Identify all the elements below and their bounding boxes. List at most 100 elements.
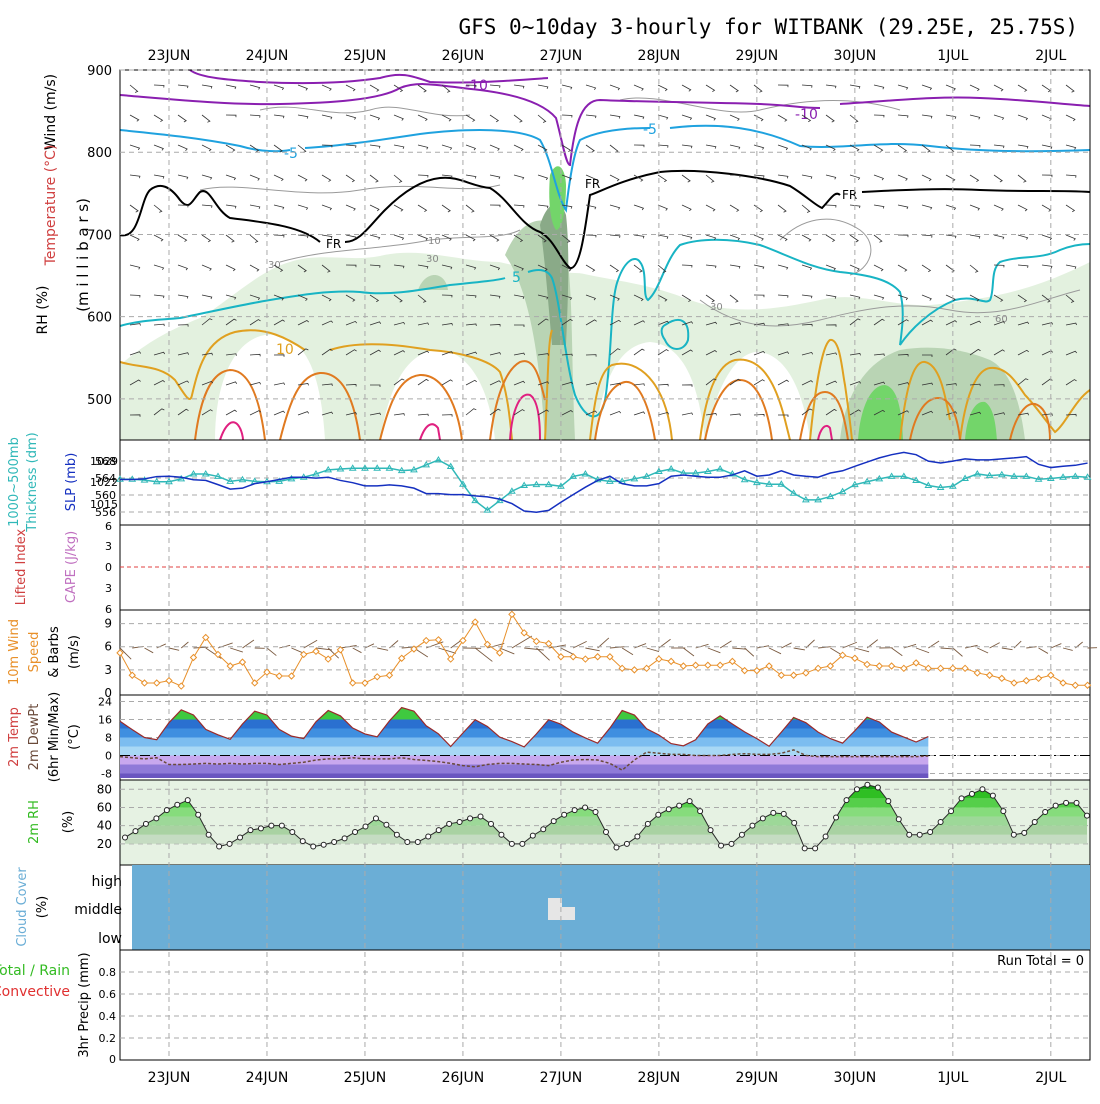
- top-date-label: 30JUN: [834, 48, 877, 64]
- temp-tick: 16: [98, 714, 112, 727]
- rh-marker: [405, 840, 410, 845]
- temp-tick: -8: [101, 768, 112, 781]
- rh-tick: 80: [97, 782, 112, 796]
- cloud-level-low: low: [98, 931, 122, 947]
- precip-tick: 0.4: [99, 1010, 117, 1023]
- ylabel-cloud-unit: (%): [35, 896, 50, 919]
- rh-marker: [583, 805, 588, 810]
- isotherm-label-m10-a: -10: [465, 78, 488, 94]
- rh-marker: [321, 842, 326, 847]
- rh-marker: [1032, 820, 1037, 825]
- ylabel-thickness: Thickness (dm): [25, 432, 40, 532]
- rh-marker: [426, 834, 431, 839]
- rh-marker: [499, 832, 504, 837]
- rh-marker: [907, 832, 912, 837]
- rh-marker: [990, 793, 995, 798]
- ylabel-lifted-index: Lifted Index: [14, 528, 29, 605]
- isotherm-label-fr-a: FR: [585, 177, 600, 191]
- rh-marker: [332, 840, 337, 845]
- ylabel-wind10m: 10m Wind: [7, 619, 22, 685]
- pressure-tick: 900: [87, 64, 112, 79]
- cloud-level-middle: middle: [74, 902, 122, 918]
- rh-marker: [739, 832, 744, 837]
- li-tick: 6: [105, 520, 112, 533]
- rh-marker: [760, 816, 765, 821]
- temp-tick: 0: [105, 750, 112, 763]
- rh-marker: [687, 799, 692, 804]
- rh-marker: [572, 808, 577, 813]
- wind10m-frame: [120, 610, 1090, 695]
- rh-marker: [175, 802, 180, 807]
- rh-marker: [635, 834, 640, 839]
- rh-marker: [164, 808, 169, 813]
- slp-tick: 1015: [90, 498, 118, 511]
- rh-marker: [823, 834, 828, 839]
- rh-marker: [551, 819, 556, 824]
- rh-marker: [1022, 830, 1027, 835]
- upper-air-panel: -10 -10 -5 -5 FR FR FR 5 10 30 30 10 30 …: [120, 70, 1090, 440]
- rh-marker: [1085, 813, 1090, 818]
- ylabel-barbs: & Barbs: [47, 626, 62, 678]
- ylabel-millibars: (m i l l i b a r s): [74, 198, 92, 312]
- rh-label-4: 30: [710, 302, 723, 313]
- rh-tick: 60: [97, 800, 112, 814]
- temp-tick: 24: [98, 696, 112, 709]
- rh-marker: [604, 830, 609, 835]
- rh-marker: [143, 821, 148, 826]
- rh-marker: [719, 843, 724, 848]
- slp-tick: 1029: [90, 455, 118, 468]
- rh-marker: [227, 841, 232, 846]
- bottom-date-label: 27JUN: [540, 1070, 583, 1086]
- rh-marker: [206, 832, 211, 837]
- top-date-label: 27JUN: [540, 48, 583, 64]
- rh-marker: [813, 846, 818, 851]
- cloud-level-high: high: [91, 874, 122, 890]
- slp-tick: 1022: [90, 476, 118, 489]
- rh-marker: [854, 787, 859, 792]
- precip-tick: 0.6: [99, 988, 117, 1001]
- rh-marker: [729, 841, 734, 846]
- rh-marker: [530, 833, 535, 838]
- rh-marker: [342, 836, 347, 841]
- li-tick: 3: [105, 582, 112, 595]
- rh-marker: [666, 807, 671, 812]
- ylabel-wind-speed: Speed: [27, 632, 42, 673]
- ylabel-dewpt: 2m DewPt: [27, 704, 42, 771]
- ylabel-rh: RH (%): [35, 286, 51, 335]
- top-date-label: 29JUN: [736, 48, 779, 64]
- rh-marker: [154, 816, 159, 821]
- wind-tick: 6: [104, 640, 112, 654]
- rh-marker: [656, 812, 661, 817]
- rh-marker: [353, 830, 358, 835]
- li-tick: 6: [105, 603, 112, 616]
- ylabel-minmax: (6hr Min/Max): [47, 692, 62, 782]
- rh-marker: [624, 841, 629, 846]
- rh-marker: [509, 841, 514, 846]
- bottom-date-label: 26JUN: [442, 1070, 485, 1086]
- rh-marker: [875, 785, 880, 790]
- rh-label-2: 30: [426, 254, 439, 265]
- rh-marker: [541, 827, 546, 832]
- li-tick: 3: [105, 540, 112, 553]
- bottom-date-label: 30JUN: [834, 1070, 877, 1086]
- pressure-tick: 800: [87, 146, 112, 161]
- rh-marker: [373, 816, 378, 821]
- run-total: Run Total = 0: [997, 954, 1084, 969]
- rh-marker: [185, 798, 190, 803]
- bottom-date-label: 29JUN: [736, 1070, 779, 1086]
- rh-marker: [217, 844, 222, 849]
- rh-marker: [311, 844, 316, 849]
- precip-panel: Run Total = 0: [120, 950, 1090, 1060]
- rh-marker: [750, 823, 755, 828]
- rh-marker: [279, 823, 284, 828]
- top-date-label: 2JUL: [1035, 48, 1066, 64]
- isotherm-label-p10: 10: [276, 342, 294, 358]
- rh-marker: [1053, 803, 1058, 808]
- rh-marker: [1064, 800, 1069, 805]
- pressure-tick: 500: [87, 393, 112, 408]
- rh-marker: [771, 810, 776, 815]
- precip-tick: 0.8: [99, 966, 117, 979]
